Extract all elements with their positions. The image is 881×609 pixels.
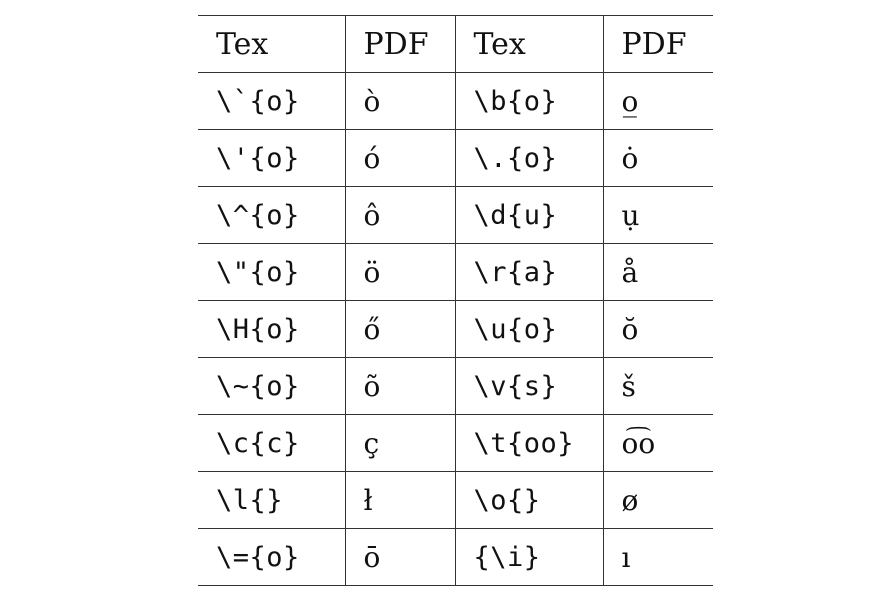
tex-code-cell: \t{oo}: [454, 414, 603, 472]
tex-code-cell: \`{o}: [216, 85, 300, 117]
table-row: \={o} ō {\i} ı: [198, 528, 713, 586]
pdf-glyph-cell: å: [602, 243, 713, 301]
table-row: \c{c} ç \t{oo} o͡o: [198, 414, 713, 472]
tex-code-cell: \={o}: [216, 541, 300, 573]
tex-code-cell: \H{o}: [216, 313, 300, 345]
table-row: \^{o} ô \d{u} ụ: [198, 186, 713, 244]
tex-code-cell: \.{o}: [454, 129, 603, 187]
tex-code-cell: \"{o}: [216, 256, 300, 288]
pdf-glyph-cell: š: [602, 357, 713, 415]
tex-code-cell: \v{s}: [454, 357, 603, 415]
tex-code-cell: \o{}: [454, 471, 603, 529]
header-pdf-left: PDF: [344, 15, 455, 73]
tex-code-cell: \~{o}: [216, 370, 300, 402]
pdf-glyph-cell: ç: [344, 414, 455, 472]
pdf-glyph-cell: ô: [344, 186, 455, 244]
table-header-row: Tex PDF Tex PDF: [198, 15, 713, 73]
pdf-glyph-cell: ø: [602, 471, 713, 529]
pdf-glyph-cell: ö: [344, 243, 455, 301]
tex-code-cell: \^{o}: [216, 199, 300, 231]
pdf-glyph-cell: ụ: [602, 186, 713, 244]
pdf-glyph-cell: ȯ: [602, 129, 713, 187]
table-row: \`{o} ò \b{o} o̲: [198, 72, 713, 130]
table-row: \l{} ł \o{} ø: [198, 471, 713, 529]
table-row: \'{o} ó \.{o} ȯ: [198, 129, 713, 187]
pdf-glyph-cell: ó: [344, 129, 455, 187]
tex-code-cell: \b{o}: [454, 72, 603, 130]
tex-code-cell: \'{o}: [216, 142, 300, 174]
table-row: \~{o} õ \v{s} š: [198, 357, 713, 415]
header-tex-left: Tex: [216, 26, 269, 62]
pdf-glyph-cell: ł: [344, 471, 455, 529]
header-pdf-right: PDF: [602, 15, 713, 73]
table-row: \H{o} ő \u{o} ŏ: [198, 300, 713, 358]
pdf-glyph-cell: o͡o: [602, 414, 713, 472]
tex-code-cell: \u{o}: [454, 300, 603, 358]
pdf-glyph-cell: o̲: [602, 72, 713, 130]
tex-code-cell: {\i}: [454, 528, 603, 586]
pdf-glyph-cell: õ: [344, 357, 455, 415]
pdf-glyph-cell: ŏ: [602, 300, 713, 358]
pdf-glyph-cell: ò: [344, 72, 455, 130]
pdf-glyph-cell: ı: [602, 528, 713, 586]
tex-code-cell: \c{c}: [216, 427, 300, 459]
table-row: \"{o} ö \r{a} å: [198, 243, 713, 301]
header-tex-right: Tex: [454, 15, 603, 73]
tex-accent-table: Tex PDF Tex PDF \`{o} ò \b{o} o̲ \'{o} ó…: [198, 15, 713, 586]
pdf-glyph-cell: ő: [344, 300, 455, 358]
tex-code-cell: \r{a}: [454, 243, 603, 301]
tex-code-cell: \l{}: [216, 484, 284, 516]
tex-code-cell: \d{u}: [454, 186, 603, 244]
pdf-glyph-cell: ō: [344, 528, 455, 586]
